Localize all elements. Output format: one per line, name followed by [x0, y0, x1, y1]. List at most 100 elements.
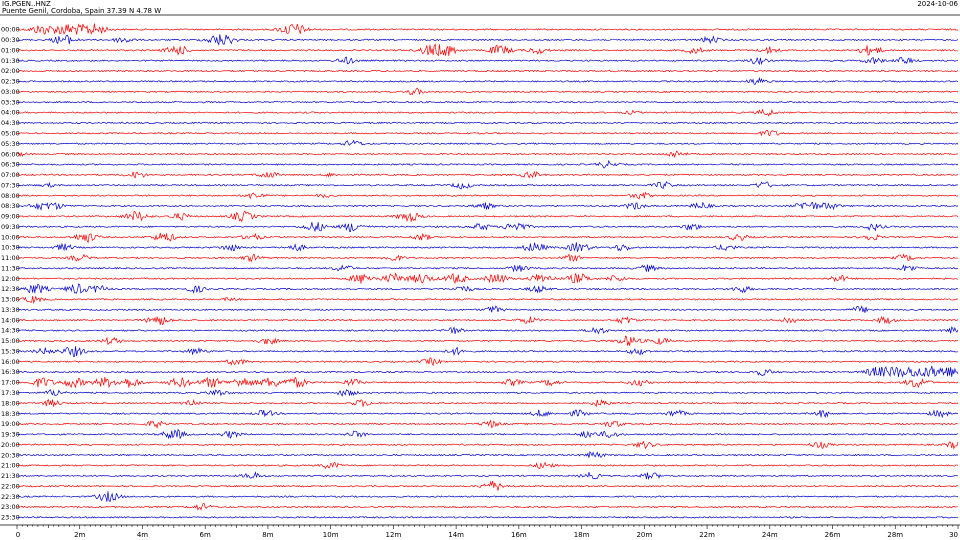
row-label-16:30: 16:30	[1, 368, 20, 376]
row-label-14:30: 14:30	[1, 327, 20, 335]
row-label-18:00: 18:00	[1, 399, 20, 407]
x-tick-label: 0	[16, 531, 20, 539]
row-label-16:00: 16:00	[1, 358, 20, 366]
row-label-04:30: 04:30	[1, 119, 20, 127]
row-label-03:30: 03:30	[1, 98, 20, 106]
x-tick-label: 28m	[887, 531, 903, 539]
x-tick-label: 16m	[511, 531, 527, 539]
row-label-13:30: 13:30	[1, 306, 20, 314]
trace-row-10:00	[16, 232, 959, 244]
row-label-21:00: 21:00	[1, 462, 20, 470]
seismic-traces	[16, 23, 959, 519]
row-label-06:00: 06:00	[1, 150, 20, 158]
trace-row-18:00	[16, 398, 959, 408]
row-label-00:30: 00:30	[1, 36, 20, 44]
row-label-14:00: 14:00	[1, 316, 20, 324]
row-labels: 00:00 00:30 01:00 01:30 02:00 02:30 03:00 03:30…	[1, 26, 20, 522]
trace-row-02:00	[16, 69, 959, 73]
row-label-22:30: 22:30	[1, 493, 20, 501]
row-label-06:30: 06:30	[1, 161, 20, 169]
row-label-07:30: 07:30	[1, 181, 20, 189]
row-label-01:00: 01:00	[1, 46, 20, 54]
trace-row-10:30	[16, 242, 959, 252]
trace-row-05:00	[16, 129, 959, 137]
station-label: IG.PGEN..HNZ	[2, 0, 51, 8]
row-label-23:30: 23:30	[1, 514, 20, 522]
row-label-00:00: 00:00	[1, 26, 20, 34]
row-label-13:00: 13:00	[1, 296, 20, 304]
row-label-09:30: 09:30	[1, 223, 20, 231]
trace-row-23:00	[16, 503, 959, 511]
x-tick-label: 22m	[699, 531, 715, 539]
trace-row-12:00	[16, 272, 959, 284]
trace-row-09:30	[16, 222, 959, 233]
row-label-19:00: 19:00	[1, 420, 20, 428]
trace-row-19:00	[16, 419, 959, 429]
trace-row-23:30	[16, 516, 959, 519]
trace-row-16:00	[16, 357, 959, 367]
trace-row-17:30	[16, 389, 959, 397]
row-label-04:00: 04:00	[1, 109, 20, 117]
x-axis: 0 2m 4m 6m 8m 10m 12m 14m 16m 18m 20m 22m 24m 26m 28m 3…	[16, 525, 959, 539]
x-tick-label: 20m	[636, 531, 652, 539]
trace-row-11:30	[16, 264, 959, 273]
x-tick-label: 30	[949, 531, 958, 539]
row-label-15:30: 15:30	[1, 347, 20, 355]
row-label-20:00: 20:00	[1, 441, 20, 449]
row-label-09:00: 09:00	[1, 213, 20, 221]
row-label-12:00: 12:00	[1, 275, 20, 283]
row-label-10:00: 10:00	[1, 233, 20, 241]
trace-row-21:00	[16, 461, 959, 470]
location-label: Puente Genil, Cordoba, Spain 37.39 N 4.7…	[2, 7, 162, 15]
x-tick-label: 10m	[323, 531, 339, 539]
trace-row-01:30	[16, 56, 959, 66]
row-label-21:30: 21:30	[1, 472, 20, 480]
row-label-20:30: 20:30	[1, 451, 20, 459]
trace-row-17:00	[16, 376, 959, 389]
x-tick-label: 26m	[825, 531, 841, 539]
trace-row-01:00	[16, 43, 959, 57]
row-label-17:30: 17:30	[1, 389, 20, 397]
trace-row-12:30	[16, 283, 959, 294]
row-label-11:30: 11:30	[1, 264, 20, 272]
row-label-18:30: 18:30	[1, 410, 20, 418]
trace-row-08:00	[16, 191, 959, 200]
trace-row-03:00	[16, 87, 959, 96]
trace-row-13:00	[16, 295, 959, 305]
trace-row-06:30	[16, 159, 959, 169]
trace-row-15:00	[16, 335, 959, 346]
trace-row-07:30	[16, 181, 959, 190]
trace-row-00:00	[16, 23, 959, 35]
trace-row-06:00	[16, 150, 959, 159]
trace-row-14:30	[16, 326, 959, 335]
plot-frame	[0, 14, 960, 526]
trace-row-07:00	[16, 170, 959, 179]
trace-row-22:00	[16, 480, 959, 491]
trace-row-02:30	[16, 76, 959, 85]
row-label-23:00: 23:00	[1, 503, 20, 511]
trace-row-21:30	[16, 471, 959, 481]
row-label-08:30: 08:30	[1, 202, 20, 210]
trace-row-22:30	[16, 491, 959, 503]
trace-row-20:00	[16, 440, 959, 450]
trace-row-20:30	[16, 451, 959, 458]
row-label-12:30: 12:30	[1, 285, 20, 293]
row-label-02:00: 02:00	[1, 67, 20, 75]
trace-row-15:30	[16, 346, 959, 357]
x-tick-label: 14m	[448, 531, 464, 539]
trace-row-08:30	[16, 201, 959, 211]
row-label-19:30: 19:30	[1, 431, 20, 439]
trace-row-04:30	[16, 121, 959, 125]
date-label: 2024-10-06	[917, 0, 958, 8]
row-label-02:30: 02:30	[1, 78, 20, 86]
trace-row-03:30	[16, 100, 959, 104]
trace-row-04:00	[16, 108, 959, 117]
x-tick-label: 2m	[74, 531, 85, 539]
row-label-01:30: 01:30	[1, 57, 20, 65]
trace-row-11:00	[16, 253, 959, 263]
x-tick-label: 6m	[200, 531, 211, 539]
trace-row-05:30	[16, 139, 959, 146]
trace-row-09:00	[16, 210, 959, 223]
row-label-05:30: 05:30	[1, 140, 20, 148]
